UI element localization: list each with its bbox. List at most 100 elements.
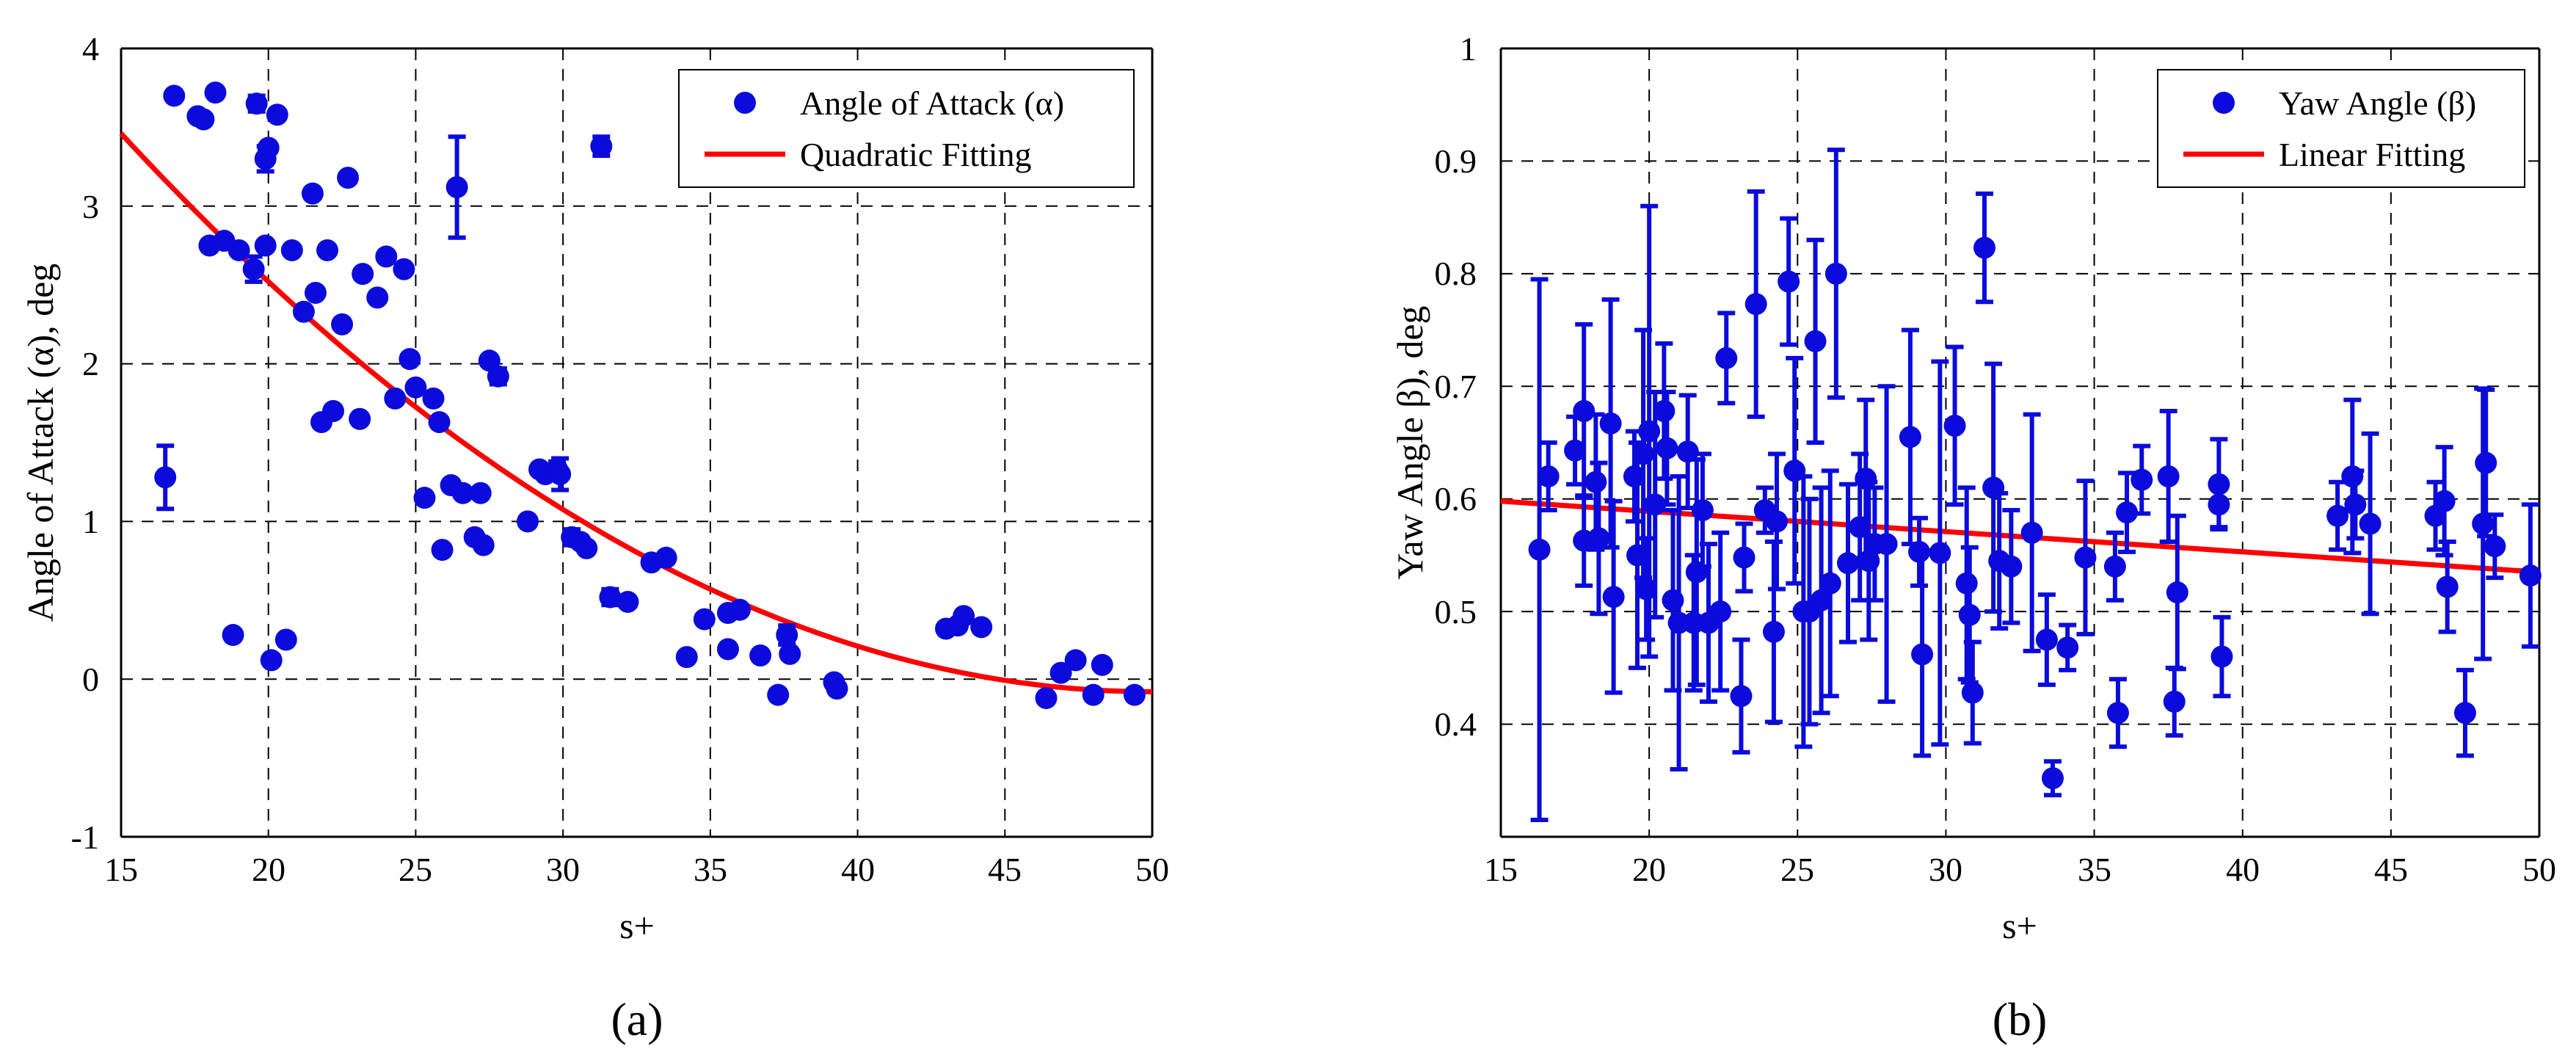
data-point [322,400,345,423]
data-point [575,537,598,559]
data-point [599,586,622,609]
x-tick-label: 35 [694,851,727,888]
data-point [1035,686,1058,709]
x-tick-label: 20 [1632,851,1666,888]
y-tick-labels: -1 0 1 2 3 4 [71,30,99,856]
x-tick-label: 25 [399,851,432,888]
data-point [1762,620,1785,643]
data-point [472,534,495,556]
fit-curve [119,131,1153,694]
panel-b: 15 20 25 30 35 40 45 50 0.4 0.5 0.6 0.7 … [1389,30,2556,1045]
data-point [1587,527,1610,550]
data-point [192,108,215,131]
data-point [1875,533,1898,556]
x-tick-label: 35 [2078,851,2111,888]
data-point [1599,412,1622,435]
data-point [2157,465,2180,488]
data-point [254,234,277,257]
data-point [2000,555,2023,578]
data-point [2484,535,2506,558]
data-point [1082,683,1105,706]
data-point [1715,346,1738,369]
data-point [1623,465,1645,488]
x-tick-label: 50 [2522,851,2556,888]
data-point [487,365,509,388]
data-point [422,387,445,410]
data-point [1837,552,1860,575]
data-point [1958,603,1981,626]
data-point [2208,493,2230,516]
data-point [2453,702,2476,724]
data-points [1528,148,2542,822]
data-point [451,482,474,504]
data-point [1691,499,1714,522]
x-tick-label: 45 [2374,851,2408,888]
data-point [693,608,716,631]
y-tick-labels: 0.4 0.5 0.6 0.7 0.8 0.9 1 [1435,30,1477,743]
data-point [1804,330,1827,352]
data-point [1573,400,1596,423]
data-point [953,605,975,628]
x-tick-label: 20 [252,851,285,888]
data-point [767,683,790,706]
data-point [1973,236,1995,259]
x-tick-labels: 15 20 25 30 35 40 45 50 [104,851,1169,888]
data-point [2344,493,2367,516]
data-point [2074,546,2097,569]
data-point [1049,661,1072,684]
data-point [2472,512,2495,535]
data-point [2326,504,2349,527]
data-point [1819,572,1841,595]
data-point [260,649,283,672]
data-point [1644,493,1667,516]
data-point [2359,512,2382,535]
y-tick-label: 0.5 [1435,593,1477,631]
data-point [590,135,613,158]
data-point [1564,439,1587,462]
data-point [413,487,436,509]
data-point [1528,538,1551,561]
data-point [316,239,338,261]
data-point [163,84,186,107]
legend-marker-points [2213,92,2235,114]
panel-label: (a) [611,993,663,1045]
data-point [549,462,572,485]
data-point [675,646,698,669]
data-point [516,510,539,533]
fit-line [119,131,1153,694]
legend-box [678,69,1135,188]
data-point [1676,440,1699,463]
data-point [375,245,398,268]
x-tick-label: 40 [2226,851,2260,888]
x-tick-label: 45 [988,851,1022,888]
data-point [1653,400,1676,423]
data-point [1709,600,1732,623]
y-tick-label: 2 [82,345,99,382]
data-point [1091,653,1113,676]
data-point [204,81,227,104]
legend-label-points: Angle of Attack (α) [800,84,1064,122]
data-point [2475,451,2497,474]
data-point [1899,426,1921,448]
data-point [2131,468,2153,491]
data-point [1778,270,1800,293]
x-tick-label: 30 [546,851,580,888]
y-tick-label: 0.8 [1435,255,1477,292]
x-tick-label: 15 [1484,851,1518,888]
legend: Yaw Angle (β) Linear Fitting [2157,69,2525,188]
data-point [222,624,244,647]
data-point [2041,767,2064,790]
data-point [469,482,492,504]
y-tick-label: 1 [82,503,99,540]
data-point [716,638,739,661]
data-point [1656,437,1678,460]
data-point [729,598,751,621]
data-point [331,313,354,335]
data-point [2056,636,2079,659]
data-point [228,239,250,261]
x-tick-label: 25 [1780,851,1814,888]
data-point [404,376,427,399]
data-point [399,348,421,371]
data-point [1824,262,1847,285]
